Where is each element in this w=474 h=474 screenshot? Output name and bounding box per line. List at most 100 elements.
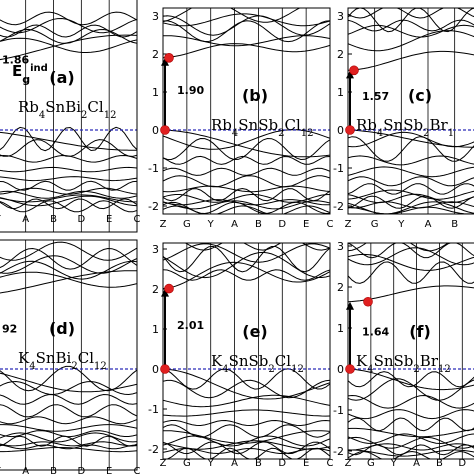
- vbm-marker: [160, 364, 170, 374]
- band-line: [163, 441, 330, 455]
- band-line: [348, 371, 474, 388]
- band-line: [0, 194, 137, 203]
- gap-value: 1.90: [177, 84, 204, 97]
- x-tick-label: E: [303, 458, 309, 469]
- band-line: [0, 404, 137, 418]
- compound-label: Rb4SnBi2Cl12: [18, 98, 116, 121]
- band-line: [163, 394, 330, 408]
- y-tick-label: -2: [333, 445, 344, 458]
- band-line: [0, 430, 137, 438]
- band-line: [0, 187, 137, 195]
- cbm-marker: [363, 296, 373, 307]
- band-line: [163, 175, 330, 188]
- band-line: [163, 129, 330, 150]
- band-line: [0, 416, 137, 425]
- panel-letter: (e): [242, 322, 267, 341]
- compound-label: K4SnSb2Br12: [356, 352, 451, 375]
- x-tick-label: B: [255, 458, 262, 469]
- band-line: [348, 136, 474, 162]
- panel-letter: (f): [409, 322, 431, 341]
- y-tick-label: 0: [337, 124, 344, 137]
- vbm-marker: [160, 125, 170, 135]
- band-line: [163, 199, 330, 206]
- band-line: [348, 24, 474, 38]
- band-line: [0, 441, 137, 447]
- band-line: [163, 13, 330, 27]
- band-line: [0, 241, 137, 261]
- band-line: [0, 176, 137, 182]
- y-tick-label: 0: [152, 363, 159, 376]
- x-tick-label: G: [183, 458, 191, 469]
- band-line: [163, 368, 330, 400]
- band-line: [348, 394, 474, 409]
- compound-label: K4SnSb2Cl12: [211, 352, 304, 375]
- y-tick-label: -2: [333, 200, 344, 213]
- band-line: [348, 261, 474, 284]
- band-line: [0, 247, 137, 270]
- band-line: [163, 15, 330, 36]
- x-tick-label: C: [134, 214, 141, 225]
- x-tick-label: B: [50, 214, 57, 225]
- band-line: [0, 255, 137, 274]
- band-line: [163, 243, 330, 251]
- panel-letter: (c): [408, 86, 432, 105]
- band-line: [348, 183, 474, 195]
- gap-value: 92: [2, 323, 17, 336]
- gap-value: 1.64: [362, 325, 389, 338]
- band-line: [0, 365, 137, 392]
- cbm-marker: [349, 65, 359, 76]
- band-line: [0, 393, 137, 405]
- x-tick-label: A: [231, 458, 238, 469]
- band-line: [0, 11, 137, 26]
- band-line: [348, 436, 474, 449]
- x-tick-label: D: [77, 214, 85, 225]
- band-line: [0, 270, 137, 294]
- panel-frame: [347, 7, 474, 215]
- panel-b: 3 2 1 0 -1 -2Z G Y A B D E C 1.90 (b) Rb4SnSb2Cl12: [148, 7, 334, 230]
- x-tick-label: A: [231, 219, 238, 230]
- x-tick-label: Y: [207, 458, 215, 469]
- panel-letter: (d): [49, 319, 75, 338]
- band-line: [0, 195, 137, 207]
- x-tick-label: E: [303, 219, 309, 230]
- band-line: [163, 245, 330, 273]
- band-line: [348, 8, 474, 33]
- band-line: [163, 430, 330, 444]
- x-tick-label: D: [77, 466, 85, 474]
- x-tick-label: Z: [345, 458, 352, 469]
- panel-letter: (a): [49, 68, 74, 87]
- band-line: [348, 243, 474, 259]
- x-tick-label: Y: [207, 219, 215, 230]
- band-line: [0, 139, 137, 157]
- x-tick-label: B: [436, 458, 443, 469]
- x-tick-label: A: [413, 458, 420, 469]
- band-line: [163, 368, 330, 390]
- band-line: [348, 450, 474, 459]
- band-line: [348, 50, 474, 71]
- band-line: [0, 200, 137, 213]
- band-line: [163, 243, 330, 263]
- band-line: [0, 435, 137, 447]
- band-line: [163, 447, 330, 455]
- band-line: [0, 180, 137, 191]
- y-tick-label: 2: [337, 48, 344, 61]
- y-tick-label: 0: [152, 124, 159, 137]
- x-tick-label: Z: [160, 219, 167, 230]
- y-tick-label: 3: [152, 10, 159, 23]
- y-tick-label: 0: [337, 363, 344, 376]
- band-line: [163, 261, 330, 290]
- band-line: [163, 167, 330, 176]
- x-tick-label: C: [327, 219, 334, 230]
- panel-frame: [347, 242, 474, 460]
- panel-e: 3 2 1 0 -1 -2Z G Y A B D E C 2.01 (e) K4SnSb2Cl12: [148, 242, 334, 469]
- band-line: [163, 379, 330, 399]
- band-line: [0, 444, 137, 450]
- band-line: [348, 253, 474, 271]
- x-tick-label: D: [458, 458, 466, 469]
- band-line: [348, 206, 474, 214]
- x-tick-label: B: [255, 219, 262, 230]
- band-line: [348, 243, 449, 252]
- band-line: [348, 427, 474, 438]
